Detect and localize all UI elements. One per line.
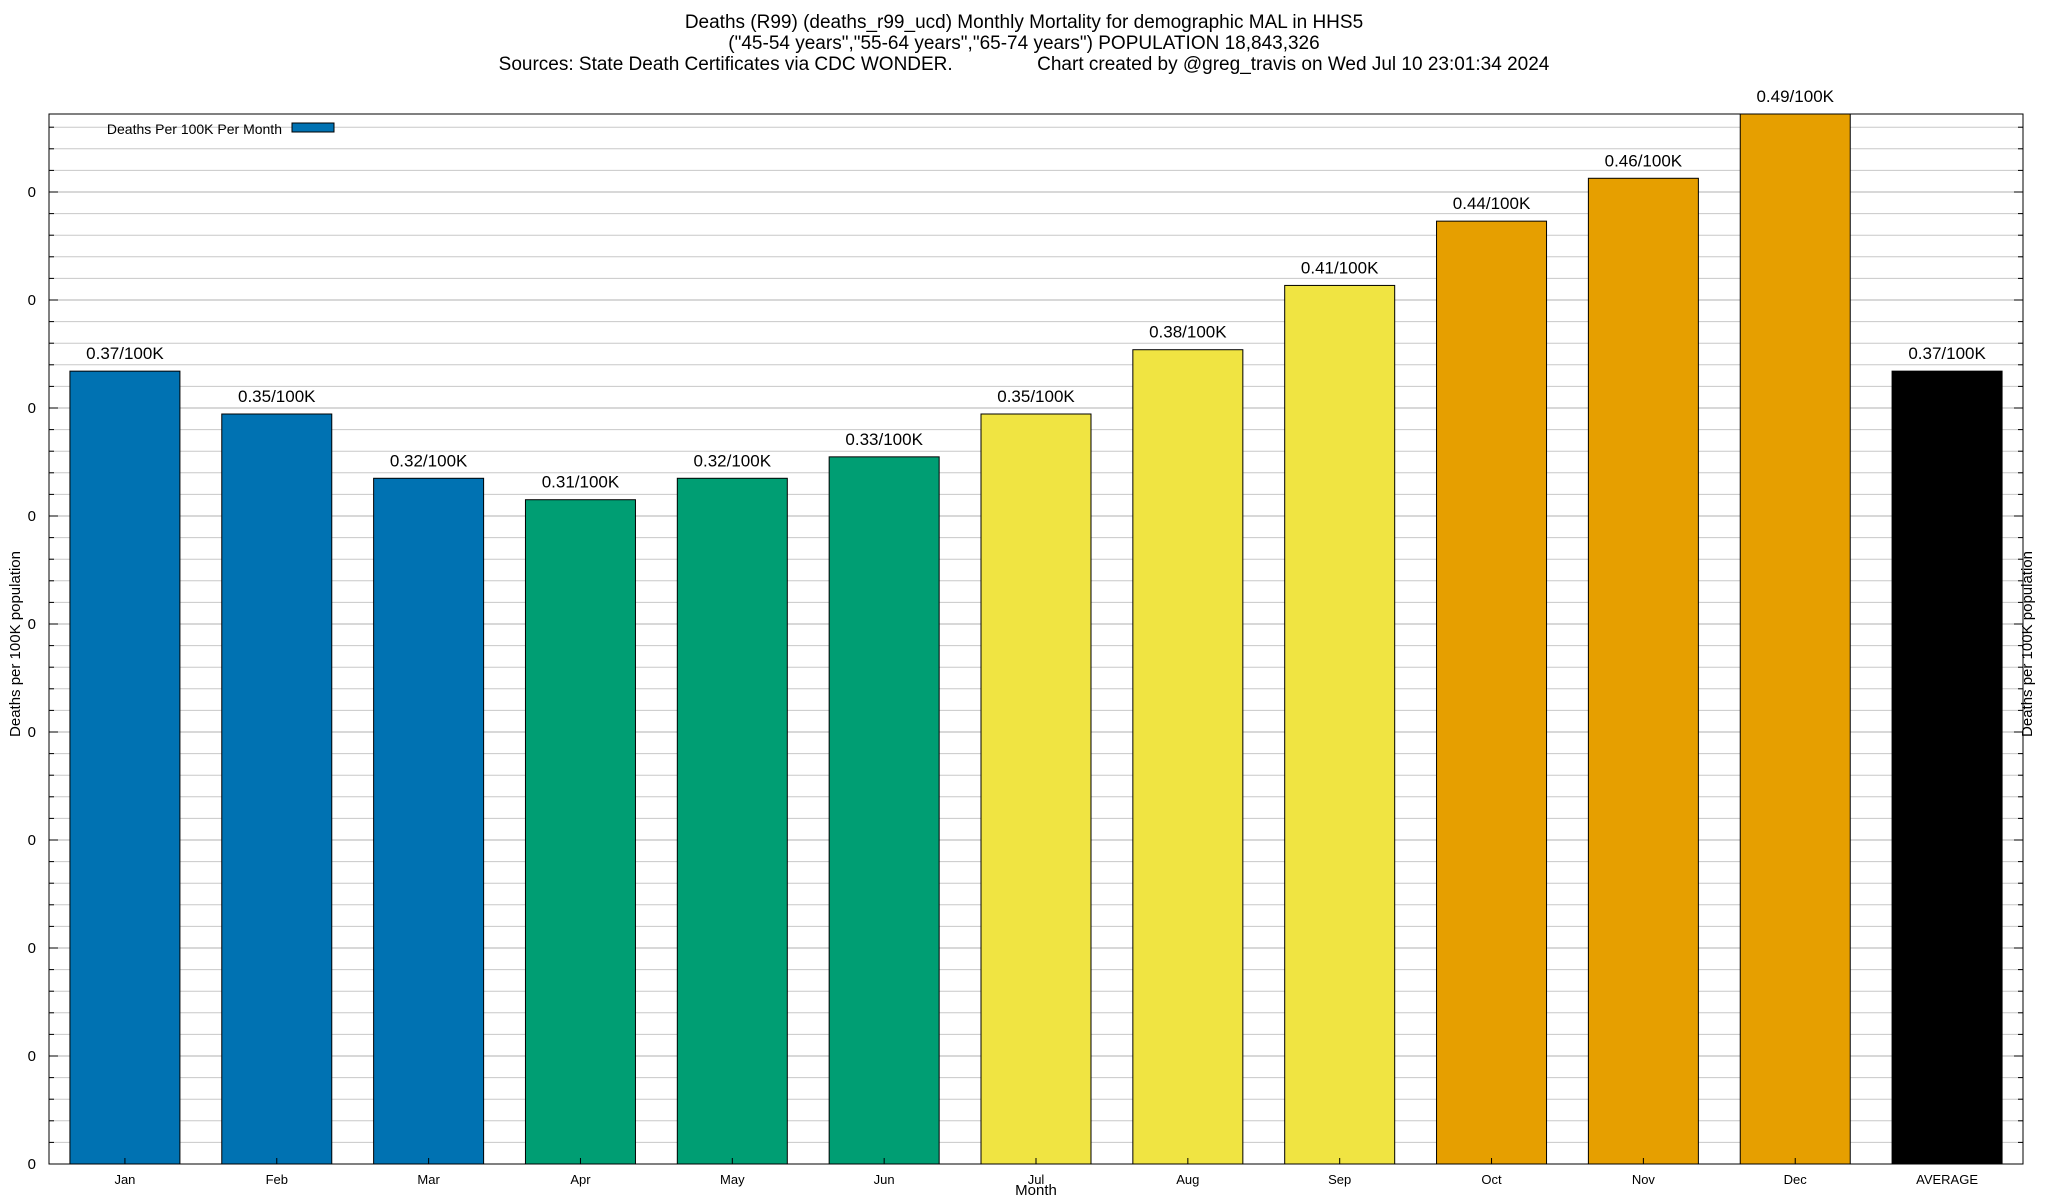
bar-nov (1587, 177, 1699, 1165)
x-tick-label-feb: Feb (266, 1172, 288, 1187)
y-tick-label: 0 (28, 940, 36, 957)
data-label-jun: 0.33/100K (845, 430, 923, 449)
chart-title: Deaths (R99) (deaths_r99_ucd) Monthly Mo… (684, 12, 1364, 33)
x-tick-label-jan: Jan (114, 1172, 135, 1187)
data-label-nov: 0.46/100K (1605, 151, 1683, 170)
y-tick-label: 0 (28, 724, 36, 741)
x-tick-label-jul: Jul (1028, 1172, 1045, 1187)
data-label-apr: 0.31/100K (542, 473, 620, 492)
x-tick-label-mar: Mar (417, 1172, 440, 1187)
data-label-jan: 0.37/100K (86, 344, 164, 363)
bar-aug (1132, 349, 1244, 1165)
chart-title-block: Deaths (R99) (deaths_r99_ucd) Monthly Mo… (0, 12, 2048, 75)
data-label-feb: 0.35/100K (238, 387, 316, 406)
y-tick-label: 0 (28, 400, 36, 417)
y-tick-labels: 0 0 0 0 0 0 0 0 0 0 (28, 184, 36, 1173)
x-tick-label-jun: Jun (874, 1172, 895, 1187)
y-tick-label: 0 (28, 832, 36, 849)
x-tick-label-dec: Dec (1784, 1172, 1808, 1187)
bar-jan (69, 370, 181, 1165)
legend-swatch (291, 122, 335, 133)
data-label-aug: 0.38/100K (1149, 323, 1227, 342)
data-labels: 0.37/100K 0.35/100K 0.32/100K 0.31/100K 0.32… (86, 87, 1986, 492)
x-tick-label-may: May (720, 1172, 745, 1187)
data-label-average: 0.37/100K (1908, 344, 1986, 363)
y-tick-label: 0 (28, 1156, 36, 1173)
bar-dec (1739, 113, 1851, 1165)
bars (69, 113, 2003, 1165)
y-tick-label: 0 (28, 1048, 36, 1065)
y2-axis-label: Deaths per 100K population (2019, 551, 2036, 737)
bar-apr (524, 499, 636, 1165)
legend-label: Deaths Per 100K Per Month (107, 121, 282, 137)
chart-subtitle: ("45-54 years","55-64 years","65-74 year… (728, 33, 1320, 54)
bar-jun (828, 456, 940, 1165)
data-label-jul: 0.35/100K (997, 387, 1075, 406)
x-tick-labels: Jan Feb Mar Apr May Jun Jul Aug Sep Oct Nov Dec AVER… (114, 1158, 1978, 1187)
bar-mar (373, 477, 485, 1165)
data-label-mar: 0.32/100K (390, 451, 468, 470)
x-tick-label-apr: Apr (570, 1172, 591, 1187)
bar-oct (1436, 220, 1548, 1165)
bar-sep (1284, 284, 1396, 1165)
legend: Deaths Per 100K Per Month (107, 121, 335, 137)
bar-may (676, 477, 788, 1165)
y-tick-label: 0 (28, 508, 36, 525)
bar-jul (980, 413, 1092, 1165)
bar-average (1891, 370, 2003, 1165)
y-tick-label: 0 (28, 616, 36, 633)
y-axis-label: Deaths per 100K population (7, 551, 24, 737)
x-tick-label-aug: Aug (1176, 1172, 1199, 1187)
data-label-oct: 0.44/100K (1453, 194, 1531, 213)
x-axis-label: Month (1015, 1182, 1057, 1199)
x-tick-label-nov: Nov (1632, 1172, 1656, 1187)
plot-frame (48, 113, 2024, 1165)
data-label-may: 0.32/100K (694, 451, 772, 470)
y-tick-label: 0 (28, 184, 36, 201)
y-tick-label: 0 (28, 292, 36, 309)
data-label-dec: 0.49/100K (1756, 87, 1834, 106)
x-tick-label-average: AVERAGE (1916, 1172, 1978, 1187)
x-tick-label-sep: Sep (1328, 1172, 1351, 1187)
x-tick-label-oct: Oct (1481, 1172, 1502, 1187)
chart-source-line: Sources: State Death Certificates via CD… (498, 54, 1550, 75)
data-label-sep: 0.41/100K (1301, 258, 1379, 277)
bar-feb (221, 413, 333, 1165)
